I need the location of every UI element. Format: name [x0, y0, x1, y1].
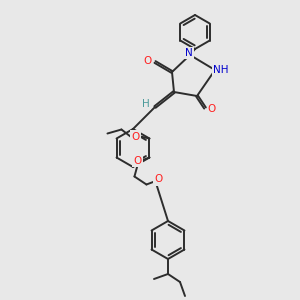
Text: O: O: [131, 131, 140, 142]
Text: NH: NH: [213, 65, 229, 75]
Text: O: O: [208, 104, 216, 114]
Text: H: H: [142, 99, 150, 109]
Text: O: O: [144, 56, 152, 66]
Text: O: O: [133, 155, 142, 166]
Text: O: O: [154, 175, 163, 184]
Text: N: N: [185, 48, 193, 58]
